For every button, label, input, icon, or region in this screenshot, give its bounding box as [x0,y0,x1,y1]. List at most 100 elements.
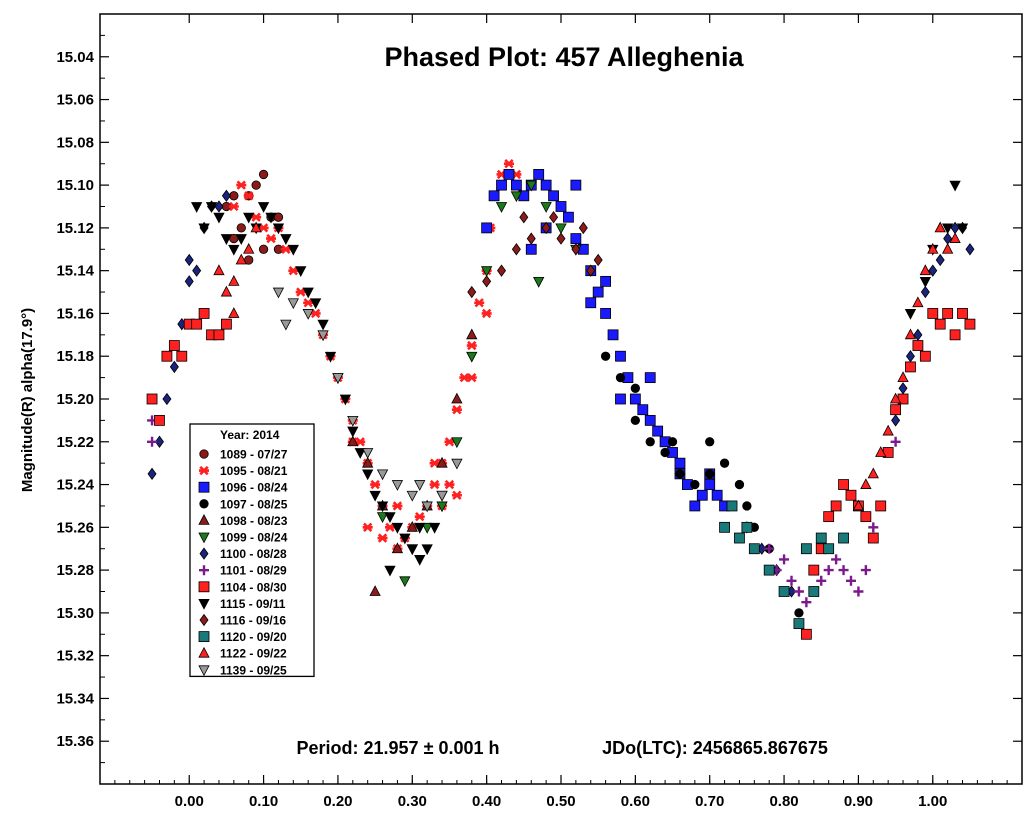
data-point [406,544,418,556]
data-point [295,287,306,297]
legend-marker [198,665,210,677]
data-point [823,511,835,523]
data-point [169,360,179,374]
data-point [198,223,210,235]
data-point [912,340,924,351]
data-point [705,469,715,479]
data-point [309,298,322,310]
data-point [466,328,478,340]
data-point [317,330,329,342]
data-point [421,501,433,513]
data-point [184,275,194,288]
legend-title: Year: 2014 [220,428,280,442]
data-point [436,490,448,502]
data-point [362,448,374,459]
data-point [243,212,255,224]
data-point [704,479,716,490]
data-point [332,373,344,384]
data-point [800,543,812,555]
data-point [585,297,597,309]
legend-marker [198,631,210,642]
data-point [228,201,239,212]
data-point [287,244,299,256]
data-point [652,425,664,437]
data-point [481,308,492,319]
data-point [742,501,752,511]
legend-marker [199,449,209,459]
data-point [794,608,804,618]
data-point [615,372,626,383]
data-point [176,350,188,362]
data-point [600,275,612,287]
data-point [295,266,307,278]
y-tick-label: 15.18 [56,348,94,365]
data-point [823,543,835,555]
data-point [154,435,164,448]
data-point [214,200,224,213]
data-point [748,543,760,555]
data-point [540,202,552,213]
data-point [615,350,626,362]
data-point [444,479,455,490]
data-point [548,190,559,202]
data-point [815,532,827,544]
legend-entry: 1100 - 08/28 [220,547,287,561]
data-point [258,223,269,233]
data-point [272,223,285,235]
data-point [934,318,946,330]
data-point [764,543,775,554]
data-point [362,522,373,533]
data-point [236,223,246,233]
data-point [154,414,165,426]
data-point [897,371,909,383]
data-point [258,169,269,180]
data-point [891,414,901,427]
data-point [927,242,939,254]
series-1122 [213,221,961,511]
data-point [376,469,389,481]
data-point [488,190,500,202]
data-point [956,223,969,235]
data-point [303,298,314,308]
data-point [801,597,812,608]
data-point [779,554,790,565]
x-tick-label: 0.40 [472,793,501,810]
data-point [630,383,641,393]
y-tick-label: 15.26 [56,519,94,536]
series-1139 [272,287,463,513]
data-point [421,544,433,556]
data-point [675,469,685,479]
data-point [347,426,359,438]
data-point [838,565,849,576]
data-point [161,350,173,362]
data-point [860,511,872,523]
series-1100 [147,189,975,598]
data-point [184,253,194,267]
data-point [191,318,203,330]
data-point [919,264,932,276]
data-point [890,436,901,447]
legend-marker [198,599,210,610]
data-point [236,180,247,190]
legend-marker [199,613,209,627]
data-point [376,512,389,523]
data-point [221,189,231,202]
data-point [192,264,202,277]
x-tick-label: 0.00 [175,793,204,810]
data-point [689,500,701,512]
data-point [436,456,448,468]
data-point [808,564,820,576]
data-point [541,221,551,235]
data-point [243,242,255,254]
y-tick-label: 15.30 [56,605,94,622]
data-point [147,436,158,447]
data-point [496,179,507,191]
y-tick-label: 15.20 [56,391,94,408]
data-point [607,329,619,341]
data-point [853,586,864,597]
legend-marker [199,547,209,560]
data-point [384,512,396,523]
data-point [220,234,233,245]
data-point [466,372,477,383]
legend-entry: 1115 - 09/11 [220,597,286,611]
